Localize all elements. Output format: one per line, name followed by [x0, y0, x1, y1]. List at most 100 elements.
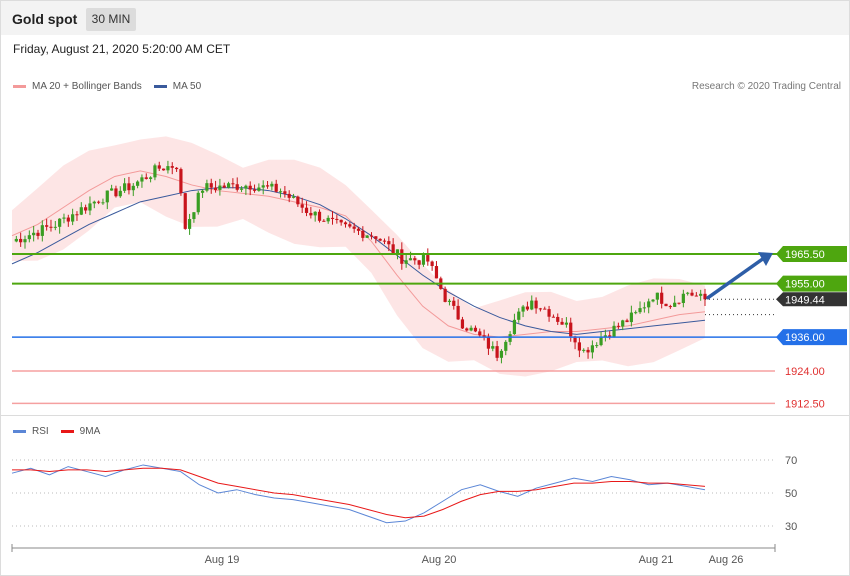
legend-rsi-ma-label: 9MA	[79, 426, 101, 437]
legend-ma50-swatch	[153, 85, 167, 88]
candle	[257, 183, 261, 192]
instrument-title: Gold spot	[12, 11, 78, 27]
candle	[213, 180, 218, 193]
candle	[348, 222, 352, 229]
candle	[88, 196, 92, 216]
candle	[577, 336, 581, 358]
rsi-level-label: 50	[785, 488, 797, 500]
candle	[560, 318, 564, 325]
level-resistance-2: 1965.50	[12, 246, 847, 262]
candle	[703, 288, 707, 306]
candle	[265, 181, 270, 189]
arrow-head	[758, 252, 773, 266]
level-label: 1955.00	[785, 279, 825, 291]
legend-ma20-bb: MA 20 + Bollinger Bands	[13, 81, 142, 92]
candle	[651, 298, 655, 303]
candle	[361, 226, 365, 242]
candle	[642, 302, 646, 313]
candle	[517, 308, 521, 323]
candle	[19, 232, 23, 247]
candle	[694, 292, 698, 297]
x-tick-label: Aug 26	[709, 554, 744, 566]
candle	[335, 214, 339, 224]
legend-ma20-swatch	[13, 85, 26, 88]
candle	[66, 214, 70, 227]
candle	[543, 306, 547, 310]
candle	[291, 193, 296, 199]
candle	[131, 183, 135, 197]
candle	[105, 190, 109, 210]
legend-rsi-label: RSI	[32, 426, 49, 437]
candle	[382, 238, 387, 245]
candle	[209, 178, 213, 194]
candle	[110, 184, 114, 191]
candle	[244, 184, 248, 196]
candle	[551, 314, 556, 318]
level-label: 1924.00	[785, 366, 825, 378]
candle	[478, 328, 482, 338]
candle	[326, 215, 330, 224]
timeframe-badge[interactable]: 30 MIN	[86, 8, 136, 31]
candle	[205, 179, 209, 193]
candle	[443, 286, 447, 303]
chart-datetime: Friday, August 21, 2020 5:20:00 AM CET	[13, 42, 231, 56]
candle	[27, 230, 31, 243]
candle	[430, 260, 434, 271]
arrow-shaft	[706, 256, 766, 300]
rsi-level-label: 70	[785, 455, 797, 467]
candle	[179, 167, 183, 196]
candle	[547, 305, 551, 322]
price-levels: 1965.50 1955.00 1949.44 1936.00 1924.00 1912.…	[12, 246, 847, 410]
candle	[534, 297, 538, 314]
candle	[612, 321, 616, 338]
candle	[499, 349, 504, 364]
rsi-panel: 70 50 30	[11, 455, 797, 533]
candle	[404, 254, 408, 268]
level-last-price: 1949.44	[705, 292, 847, 307]
candle	[14, 235, 18, 243]
level-pivot: 1936.00	[12, 329, 847, 346]
candle	[677, 302, 681, 305]
candle	[261, 180, 265, 195]
candle	[586, 347, 590, 359]
candle	[278, 188, 283, 198]
level-label: 1912.50	[785, 398, 825, 410]
candle	[300, 197, 304, 214]
research-credit: Research © 2020 Trading Central	[691, 81, 841, 92]
level-label: 1949.44	[785, 294, 825, 306]
candle	[235, 177, 239, 192]
candle	[313, 211, 317, 222]
candle	[309, 206, 313, 219]
candle	[200, 189, 205, 198]
candle	[84, 204, 88, 214]
candle	[512, 313, 517, 335]
candle	[426, 248, 430, 266]
candle	[222, 182, 226, 189]
legend-rsi-ma-swatch	[60, 430, 74, 433]
candle	[590, 340, 594, 359]
candle	[599, 331, 603, 347]
candle	[660, 286, 664, 309]
ma50-line	[11, 187, 706, 335]
candle	[231, 178, 235, 189]
candle	[270, 181, 274, 191]
candle	[495, 340, 499, 362]
candle	[123, 178, 127, 193]
candle	[647, 298, 651, 314]
price-legend: MA 20 + Bollinger Bands MA 50	[13, 81, 207, 92]
level-resistance-1: 1955.00	[12, 275, 847, 292]
level-label: 1965.50	[785, 249, 825, 261]
candle	[664, 303, 668, 307]
candle	[62, 213, 66, 224]
candle	[417, 259, 421, 270]
candle	[317, 209, 322, 223]
x-tick-label: Aug 21	[639, 554, 674, 566]
candle	[621, 319, 625, 331]
x-tick-label: Aug 20	[422, 554, 457, 566]
candle	[287, 190, 291, 203]
candle	[556, 313, 560, 326]
candle	[469, 325, 473, 332]
candle	[58, 218, 62, 234]
candle	[525, 301, 530, 311]
rsi-line	[11, 464, 706, 524]
